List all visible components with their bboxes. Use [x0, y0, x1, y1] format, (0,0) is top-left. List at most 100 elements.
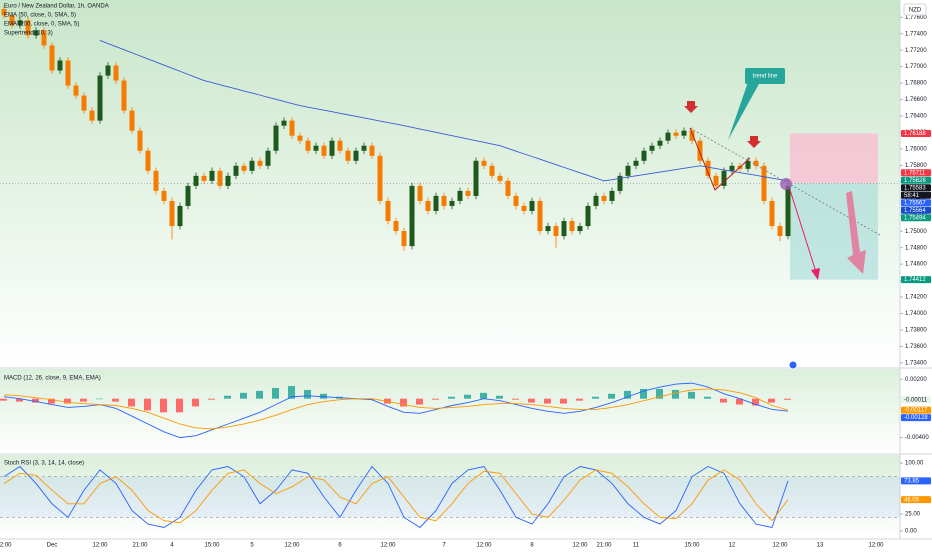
macd-histogram-bar [480, 392, 487, 399]
projection-arrow [789, 189, 817, 273]
price-tag [901, 496, 931, 504]
candle-body [401, 231, 407, 247]
candle-body [609, 190, 615, 201]
candle-body [89, 110, 95, 121]
y-tick-label: 1.73800 [905, 328, 927, 334]
candle-body [385, 200, 391, 222]
candle-body [513, 195, 519, 206]
price-tag [901, 396, 931, 404]
y-tick-label: 1.75800 [905, 163, 927, 169]
candle-body [393, 221, 399, 232]
candle-body [145, 150, 151, 171]
price-tag [901, 184, 931, 192]
macd-histogram-bar [192, 398, 199, 407]
candle-body [281, 120, 287, 126]
candle-body [713, 175, 719, 186]
x-tick-label: 4 [170, 543, 174, 549]
candle-body [209, 170, 215, 181]
candle-body [449, 200, 455, 206]
price-tag-label: 73.85 [904, 478, 920, 484]
price-tag [901, 406, 931, 414]
macd-histogram-bar [736, 398, 743, 405]
candle-body [545, 226, 551, 232]
candle-body [49, 45, 55, 71]
series-line [3, 382, 789, 439]
macd-histogram-bar [448, 396, 455, 399]
candle-body [233, 165, 239, 176]
candle-body [769, 200, 775, 227]
candle-body [625, 165, 631, 176]
candle-body [409, 185, 415, 247]
symbol-title: Euro / New Zealand Dollar, 1h, OANDA [4, 4, 109, 10]
candle-body [729, 165, 735, 171]
price-tag [901, 214, 931, 222]
macd-histogram-bar [784, 398, 791, 400]
candle-body [329, 140, 335, 156]
marker-arrow [684, 101, 698, 113]
macd-histogram-bar [432, 398, 439, 400]
y-tick-label: 1.73600 [905, 344, 927, 350]
candle-body [753, 160, 759, 166]
candle-body [593, 195, 599, 206]
candle-body [25, 20, 31, 36]
candle-body [65, 60, 71, 86]
macd-histogram-bar [368, 398, 375, 400]
macd-histogram-bar [608, 393, 615, 399]
macd-histogram-bar [64, 398, 71, 404]
macd-histogram-bar [272, 387, 279, 399]
x-tick-label: 12:00 [284, 543, 300, 549]
candle-body [561, 221, 567, 237]
candle-body [241, 165, 247, 171]
candle-body [433, 195, 439, 211]
macd-histogram-bar [16, 398, 23, 402]
price-tag-label: 46.05 [904, 497, 920, 503]
currency-box [903, 3, 927, 16]
candle-body [313, 145, 319, 151]
y-tick-label: 0.00200 [905, 377, 927, 383]
candle-body [289, 120, 295, 136]
candle-body [249, 160, 255, 171]
macd-histogram-bar [304, 389, 311, 399]
x-tick-label: 7 [442, 543, 446, 549]
y-tick-label: 1.74600 [905, 262, 927, 268]
x-tick-label: 12:00 [868, 543, 884, 549]
x-tick-label: 12 [729, 543, 736, 549]
candle-body [569, 221, 575, 232]
macd-histogram-bar [320, 393, 327, 399]
candle-body [353, 150, 359, 161]
candle-body [657, 140, 663, 146]
macd-histogram-bar [224, 395, 231, 399]
callout-box [745, 68, 785, 84]
macd-histogram-bar [256, 390, 263, 399]
macd-histogram-bar [48, 398, 55, 404]
candle-body [217, 170, 223, 186]
candle-body [649, 145, 655, 151]
x-tick-label: 6 [338, 543, 342, 549]
macd-histogram-bar [464, 394, 471, 399]
candle-body [265, 150, 271, 166]
candle-body [33, 30, 39, 36]
price-tag [901, 276, 931, 284]
candle-body [81, 95, 87, 111]
price-tag-label: 1.75567 [904, 200, 926, 206]
candle-body [497, 175, 503, 181]
candle-body [361, 145, 367, 151]
y-tick-label: 0.00 [905, 528, 917, 534]
price-tag [901, 477, 931, 485]
candle-body [777, 226, 783, 237]
y-tick-label: 1.74200 [905, 295, 927, 301]
macd-histogram-bar [112, 398, 119, 402]
candle-body [481, 160, 487, 166]
x-tick-label: 21:00 [132, 543, 148, 549]
candle-body [665, 132, 671, 141]
price-tag [901, 191, 931, 199]
x-tick-label: 5 [250, 543, 254, 549]
x-tick-label: 11 [633, 543, 640, 549]
series-line [3, 469, 789, 524]
macd-histogram-bar [528, 398, 535, 403]
price-tag-label: 1.74412 [904, 277, 926, 283]
x-tick-label: 8 [530, 543, 534, 549]
price-tag-label: -0.00117 [904, 408, 928, 414]
macd-histogram-bar [576, 398, 583, 401]
candle-body [577, 226, 583, 232]
